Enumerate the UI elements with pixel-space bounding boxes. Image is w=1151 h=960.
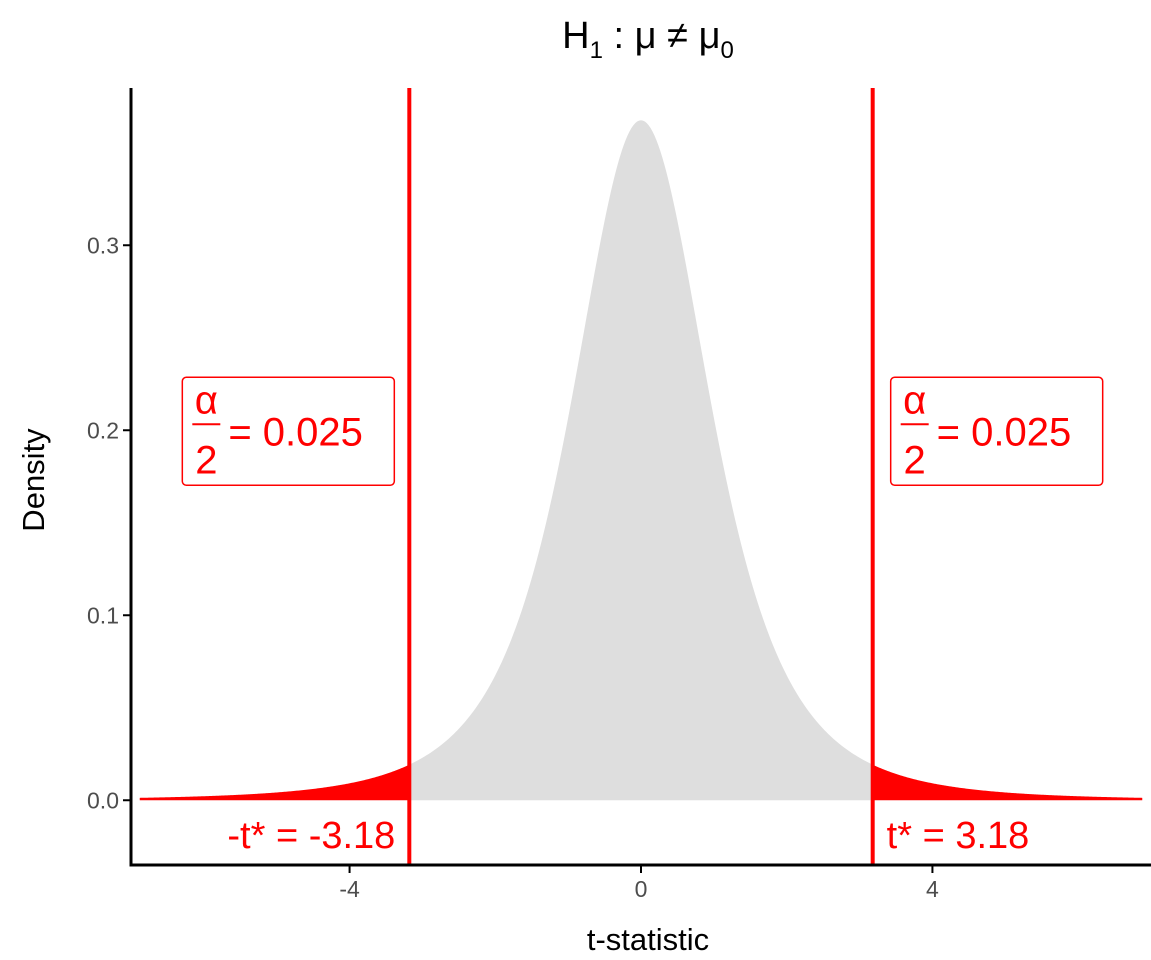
alpha-denominator-left: 2: [195, 438, 217, 482]
alpha-denominator-right: 2: [904, 438, 926, 482]
x-axis-ticks: -4 0 4: [339, 865, 939, 902]
rejection-tail-left: [139, 764, 410, 801]
title-h: H: [562, 15, 589, 57]
title-h-subscript: 1: [590, 37, 603, 64]
critical-label-left: -t* = -3.18: [227, 815, 395, 857]
critical-label-right: t* = 3.18: [887, 815, 1030, 857]
y-tick-label: 0.3: [87, 232, 119, 258]
alpha-value-left: = 0.025: [228, 410, 363, 454]
rejection-region-layer: [139, 764, 1143, 801]
alpha-numerator-left: α: [195, 378, 218, 422]
alpha-annotation-left: α 2 = 0.025: [181, 376, 396, 486]
x-tick-label: 4: [926, 876, 939, 902]
title-mu0: μ: [699, 15, 721, 57]
alpha-value-right: = 0.025: [937, 410, 1072, 454]
title-mu: μ: [635, 15, 657, 57]
alpha-box-left: [181, 376, 396, 486]
y-tick-label: 0.0: [87, 787, 119, 813]
title-colon: :: [603, 15, 635, 57]
y-tick-label: 0.1: [87, 602, 119, 628]
y-axis-title: Density: [16, 428, 51, 532]
title-neq: ≠: [657, 15, 699, 57]
x-tick-label: 0: [635, 876, 648, 902]
alpha-annotation-right: α 2 = 0.025: [889, 376, 1104, 486]
alpha-numerator-right: α: [903, 378, 926, 422]
density-area-center: [409, 120, 873, 801]
x-axis-title: t-statistic: [587, 922, 709, 957]
x-tick-label: -4: [339, 876, 360, 902]
alpha-box-right: [889, 376, 1104, 486]
plot-title: H1 : μ ≠ μ0: [562, 15, 734, 64]
y-tick-label: 0.2: [87, 417, 119, 443]
critical-value-lines: [407, 88, 875, 865]
density-area-layer: [409, 120, 873, 801]
rejection-tail-right: [872, 764, 1143, 801]
title-mu0-subscript: 0: [720, 37, 733, 64]
y-axis-ticks: 0.0 0.1 0.2 0.3: [87, 232, 131, 813]
